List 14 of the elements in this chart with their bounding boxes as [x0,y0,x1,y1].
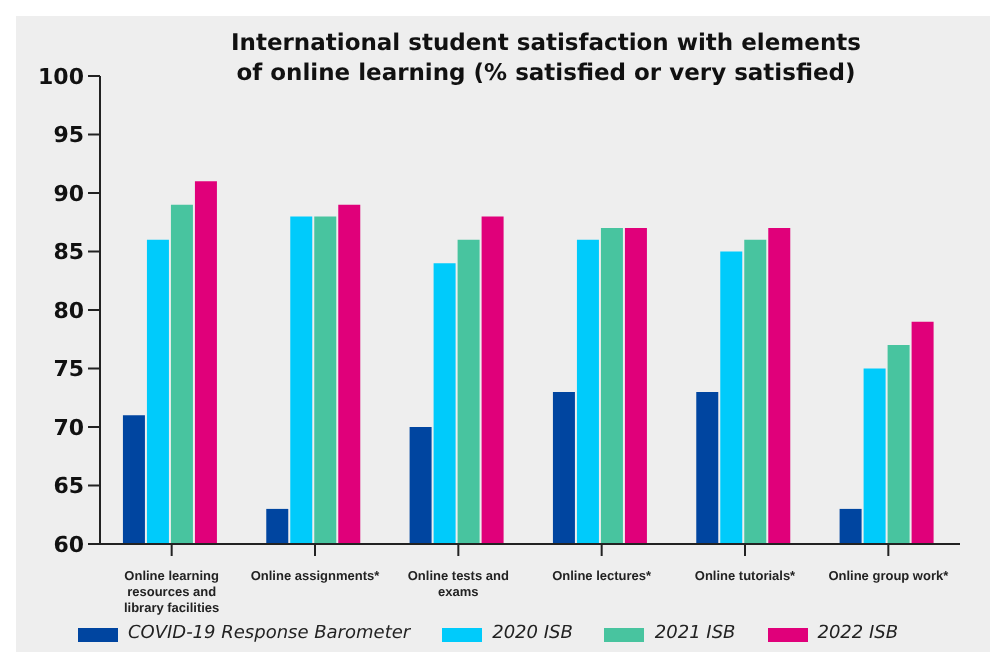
legend-label: 2022 ISB [815,624,899,644]
y-tick-label: 85 [53,239,84,266]
y-tick-label: 65 [53,473,84,500]
y-tick-label: 100 [38,63,85,90]
y-tick-label: 80 [53,297,85,324]
y-tick-label: 60 [53,531,85,558]
y-tick-label: 95 [53,122,84,149]
y-tick-label: 75 [53,356,84,383]
legend-label: COVID-19 Response Barometer [125,624,411,644]
legend-label: 2021 ISB [652,624,736,644]
y-tick-label: 90 [53,180,85,207]
legend-label: 2020 ISB [490,624,573,644]
y-tick-label: 70 [53,414,85,441]
chart-title: International student satisfaction with elements of online learning (% satisfied or very satisfied) [229,28,863,88]
